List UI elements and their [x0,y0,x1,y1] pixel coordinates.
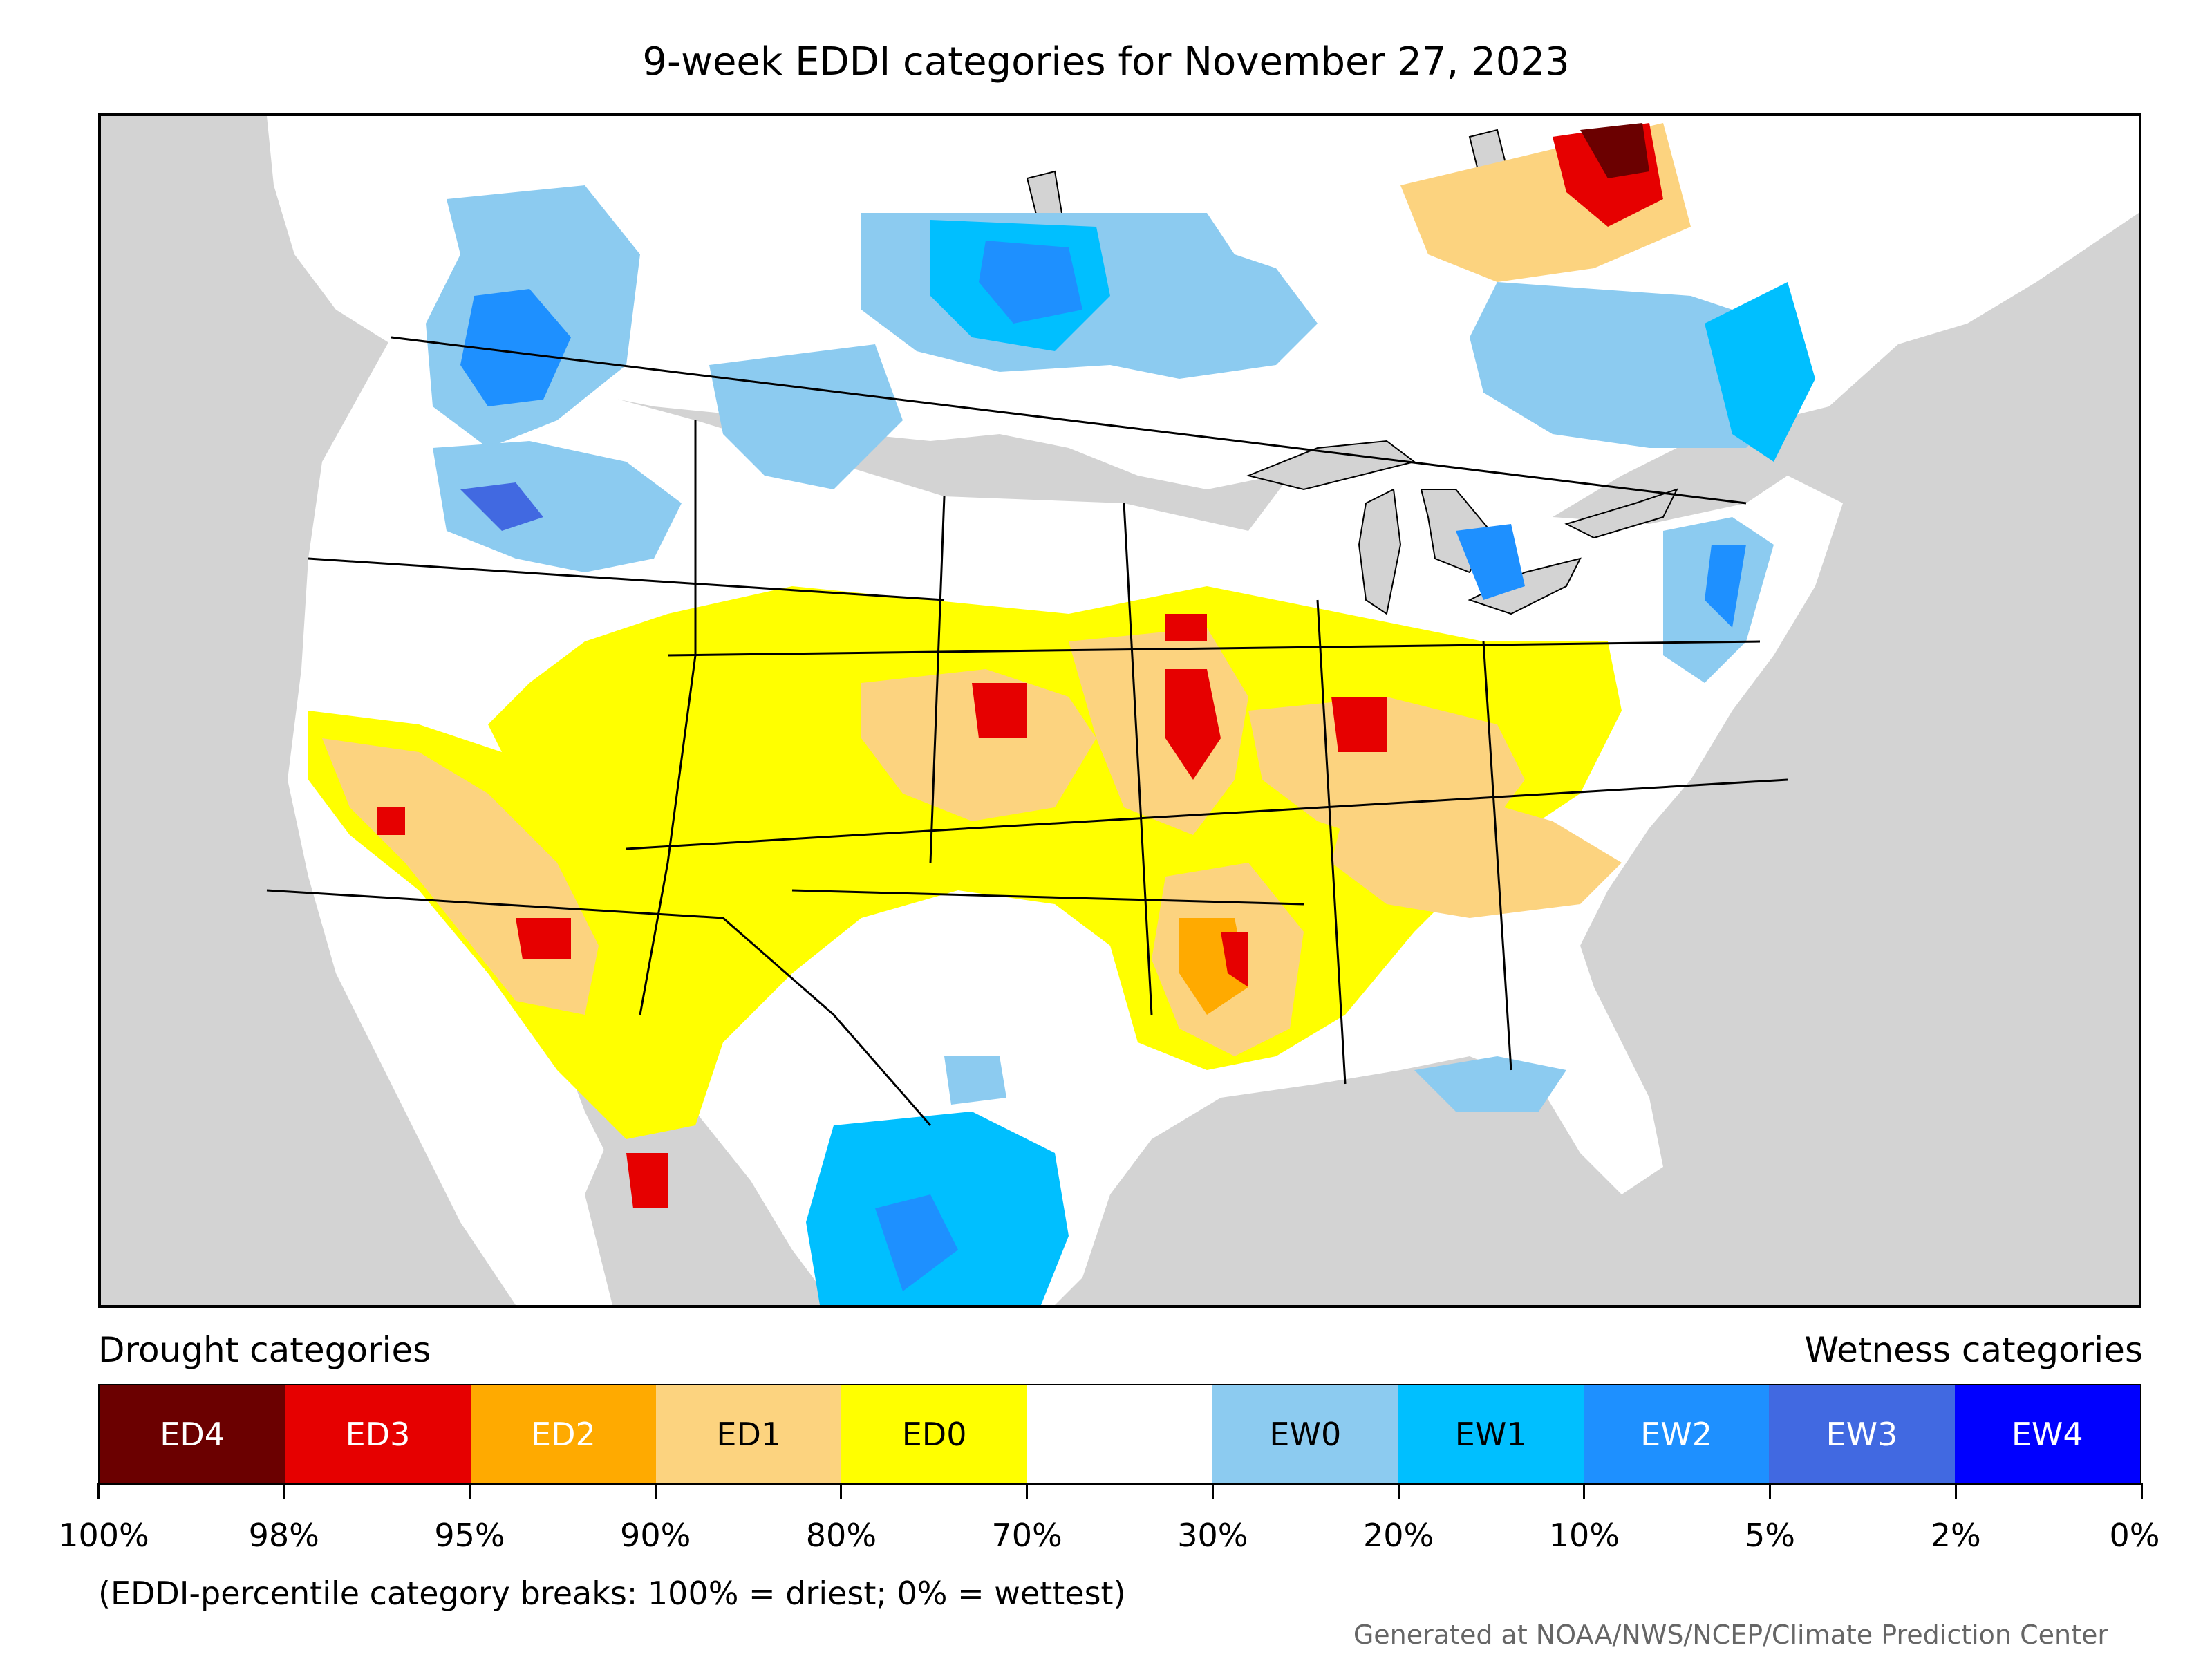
legend-tick-label: 90% [620,1517,691,1554]
drought-categories-heading: Drought categories [98,1330,431,1370]
legend-tick [840,1483,843,1499]
borders [266,336,1788,1126]
legend-tick-label: 10% [1548,1517,1620,1554]
legend-tick [283,1483,285,1499]
legend-tick-label: 2% [1930,1517,1981,1554]
legend-segment-ew3: EW3 [1769,1385,1955,1483]
category-ticks [97,1483,2143,1499]
legend-tick-label: 20% [1362,1517,1434,1554]
legend-tick [468,1483,471,1499]
category-color-bar: ED4 ED3 ED2 ED1 ED0 EW0 EW1 EW2 EW3 EW4 [98,1384,2141,1485]
legend-tick [1769,1483,1772,1499]
legend-tick-label: 98% [248,1517,319,1554]
legend-tick [97,1483,100,1499]
legend-segment-none [1027,1385,1213,1483]
legend-tick-label: 0% [2109,1517,2160,1554]
legend-segment-ed0: ED0 [841,1385,1027,1483]
credit-line: Generated at NOAA/NWS/NCEP/Climate Predi… [1353,1620,2108,1650]
legend-segment-ed3: ED3 [285,1385,471,1483]
legend-tick-label: 70% [991,1517,1062,1554]
legend-segment-ed1: ED1 [656,1385,842,1483]
legend-segment-ed4: ED4 [100,1385,285,1483]
legend-segment-ew2: EW2 [1583,1385,1770,1483]
wetness-categories-heading: Wetness categories [1804,1330,2143,1370]
map-title: 9-week EDDI categories for November 27, … [642,39,1570,84]
legend-tick [1026,1483,1029,1499]
legend-segment-ew1: EW1 [1398,1385,1584,1483]
legend-tick [654,1483,657,1499]
legend-tick-label: 5% [1745,1517,1796,1554]
legend-tick-label: 30% [1177,1517,1248,1554]
wet-regions [426,185,1815,1305]
legend-tick-label: 80% [805,1517,877,1554]
legend-tick [1954,1483,1957,1499]
legend-tick-label: 100% [58,1517,149,1554]
category-note: (EDDI-percentile category breaks: 100% =… [98,1575,1126,1612]
legend-tick-label: 95% [434,1517,505,1554]
legend-tick [1397,1483,1400,1499]
legend-tick [2140,1483,2143,1499]
legend-tick [1583,1483,1586,1499]
legend-segment-ed2: ED2 [470,1385,657,1483]
legend-segment-ew4: EW4 [1954,1385,2140,1483]
eddi-map [98,113,2141,1308]
legend-tick [1211,1483,1214,1499]
legend-segment-ew0: EW0 [1212,1385,1398,1483]
